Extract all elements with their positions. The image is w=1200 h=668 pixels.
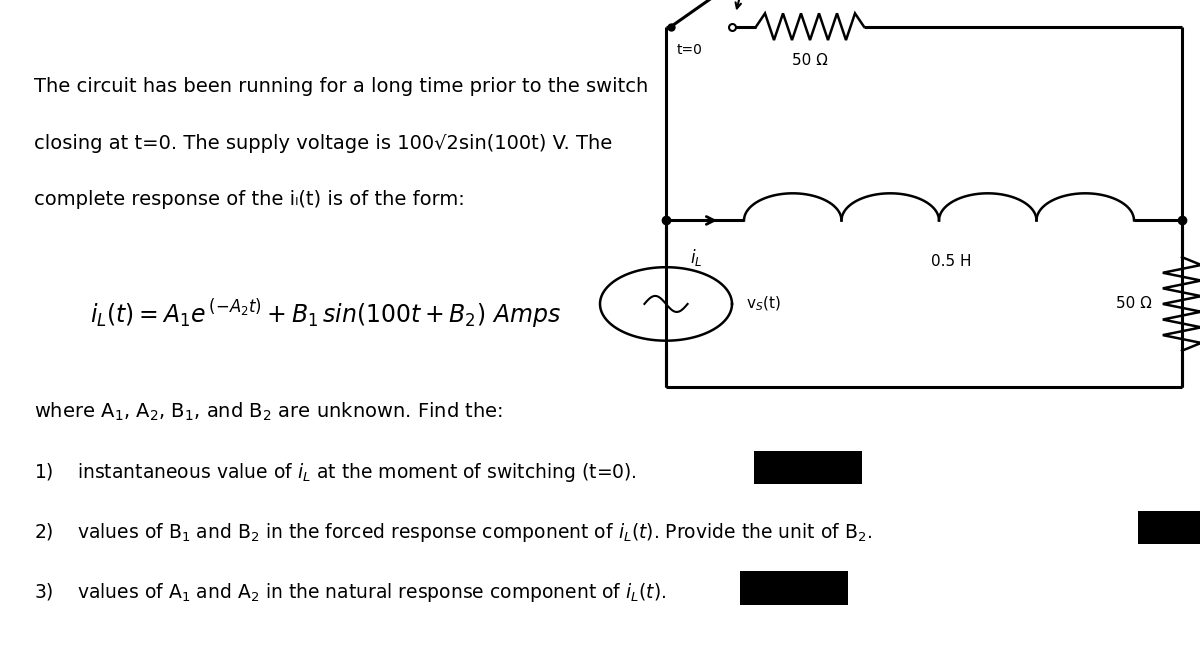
- Text: $i_L$: $i_L$: [690, 247, 702, 268]
- Text: 50 Ω: 50 Ω: [792, 53, 828, 68]
- Text: t=0: t=0: [677, 43, 703, 57]
- Text: 2)    values of B$_1$ and B$_2$ in the forced response component of $i_L(t)$. Pr: 2) values of B$_1$ and B$_2$ in the forc…: [34, 521, 871, 544]
- Text: closing at t=0. The supply voltage is 100√2sin(100t) V. The: closing at t=0. The supply voltage is 10…: [34, 134, 612, 152]
- Text: 3)    values of A$_1$ and A$_2$ in the natural response component of $i_L(t)$.: 3) values of A$_1$ and A$_2$ in the natu…: [34, 581, 666, 604]
- Text: The circuit has been running for a long time prior to the switch: The circuit has been running for a long …: [34, 77, 648, 96]
- Text: $i_L(t) = A_1 e^{\,(-A_2 t)} + B_1\,\mathit{sin}(100t + B_2)\ \mathit{Amps}$: $i_L(t) = A_1 e^{\,(-A_2 t)} + B_1\,\mat…: [90, 297, 562, 331]
- Text: 1)    instantaneous value of $i_L$ at the moment of switching (t=0).: 1) instantaneous value of $i_L$ at the m…: [34, 461, 636, 484]
- Text: complete response of the iₗ(t) is of the form:: complete response of the iₗ(t) is of the…: [34, 190, 464, 209]
- FancyBboxPatch shape: [740, 571, 848, 605]
- FancyBboxPatch shape: [1138, 511, 1200, 544]
- Text: v$_S$(t): v$_S$(t): [746, 295, 781, 313]
- FancyBboxPatch shape: [754, 451, 862, 484]
- Text: 0.5 H: 0.5 H: [931, 254, 971, 269]
- Text: 50 Ω: 50 Ω: [1116, 297, 1152, 311]
- Text: where A$_1$, A$_2$, B$_1$, and B$_2$ are unknown. Find the:: where A$_1$, A$_2$, B$_1$, and B$_2$ are…: [34, 401, 503, 423]
